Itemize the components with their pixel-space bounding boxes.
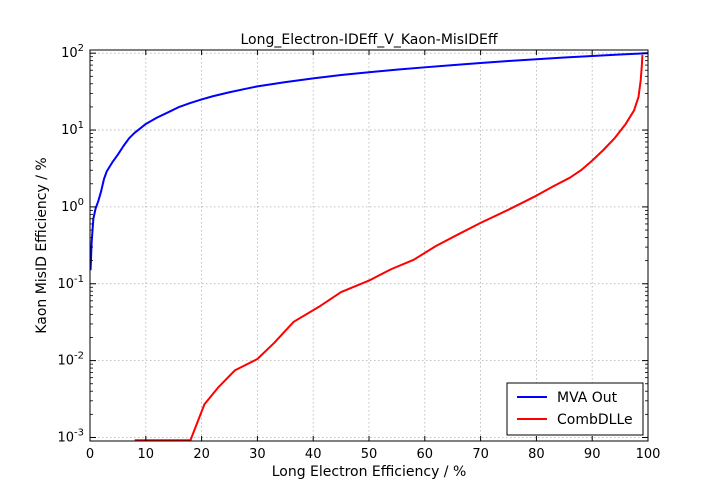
x-tick-labels: 0 10 20 30 40 50 60 70 80 90 100 — [86, 447, 661, 462]
axis-ticks — [89, 50, 649, 441]
y-tick-exponent: 2 — [78, 43, 84, 54]
y-tick-base: 10 — [61, 200, 78, 215]
legend-label: CombDLLe — [557, 412, 633, 428]
legend-box — [506, 382, 644, 436]
x-tick-label: 10 — [138, 447, 155, 462]
y-axis-title: Kaon MisID Efficiency / % — [34, 157, 50, 333]
y-tick-label: 101 — [61, 120, 84, 138]
y-tick-base: 10 — [61, 123, 78, 138]
x-tick-label: 50 — [361, 447, 378, 462]
y-tick-base: 10 — [57, 277, 74, 292]
y-tick-base: 10 — [61, 46, 78, 61]
x-tick-label: 90 — [584, 447, 601, 462]
x-tick-label: 100 — [636, 447, 661, 462]
x-tick-label: 40 — [305, 447, 322, 462]
y-tick-base: 10 — [57, 430, 74, 445]
y-tick-label: 10-1 — [57, 274, 84, 292]
legend-label: MVA Out — [557, 390, 618, 406]
chart-title: Long_Electron-IDEff_V_Kaon-MisIDEff — [241, 32, 498, 48]
y-tick-exponent: 1 — [78, 120, 84, 131]
y-tick-exponent: -2 — [74, 351, 84, 362]
y-tick-exponent: -1 — [74, 274, 84, 285]
x-tick-label: 0 — [86, 447, 94, 462]
y-tick-exponent: 0 — [78, 197, 84, 208]
series-lines — [89, 52, 649, 442]
legend: MVA Out CombDLLe — [506, 382, 644, 436]
x-tick-label: 30 — [249, 447, 266, 462]
x-tick-label: 80 — [528, 447, 545, 462]
series-line-0 — [89, 52, 649, 271]
y-tick-label: 10-2 — [57, 351, 84, 369]
series-line-1 — [134, 54, 644, 442]
y-tick-exponent: -3 — [74, 427, 84, 438]
y-tick-label: 10-3 — [57, 427, 84, 445]
x-tick-label: 60 — [417, 447, 434, 462]
x-tick-label: 70 — [472, 447, 489, 462]
y-tick-label: 102 — [61, 43, 84, 61]
x-axis-title: Long Electron Efficiency / % — [272, 464, 467, 480]
x-tick-label: 20 — [193, 447, 210, 462]
y-tick-label: 100 — [61, 197, 84, 215]
y-tick-base: 10 — [57, 354, 74, 369]
